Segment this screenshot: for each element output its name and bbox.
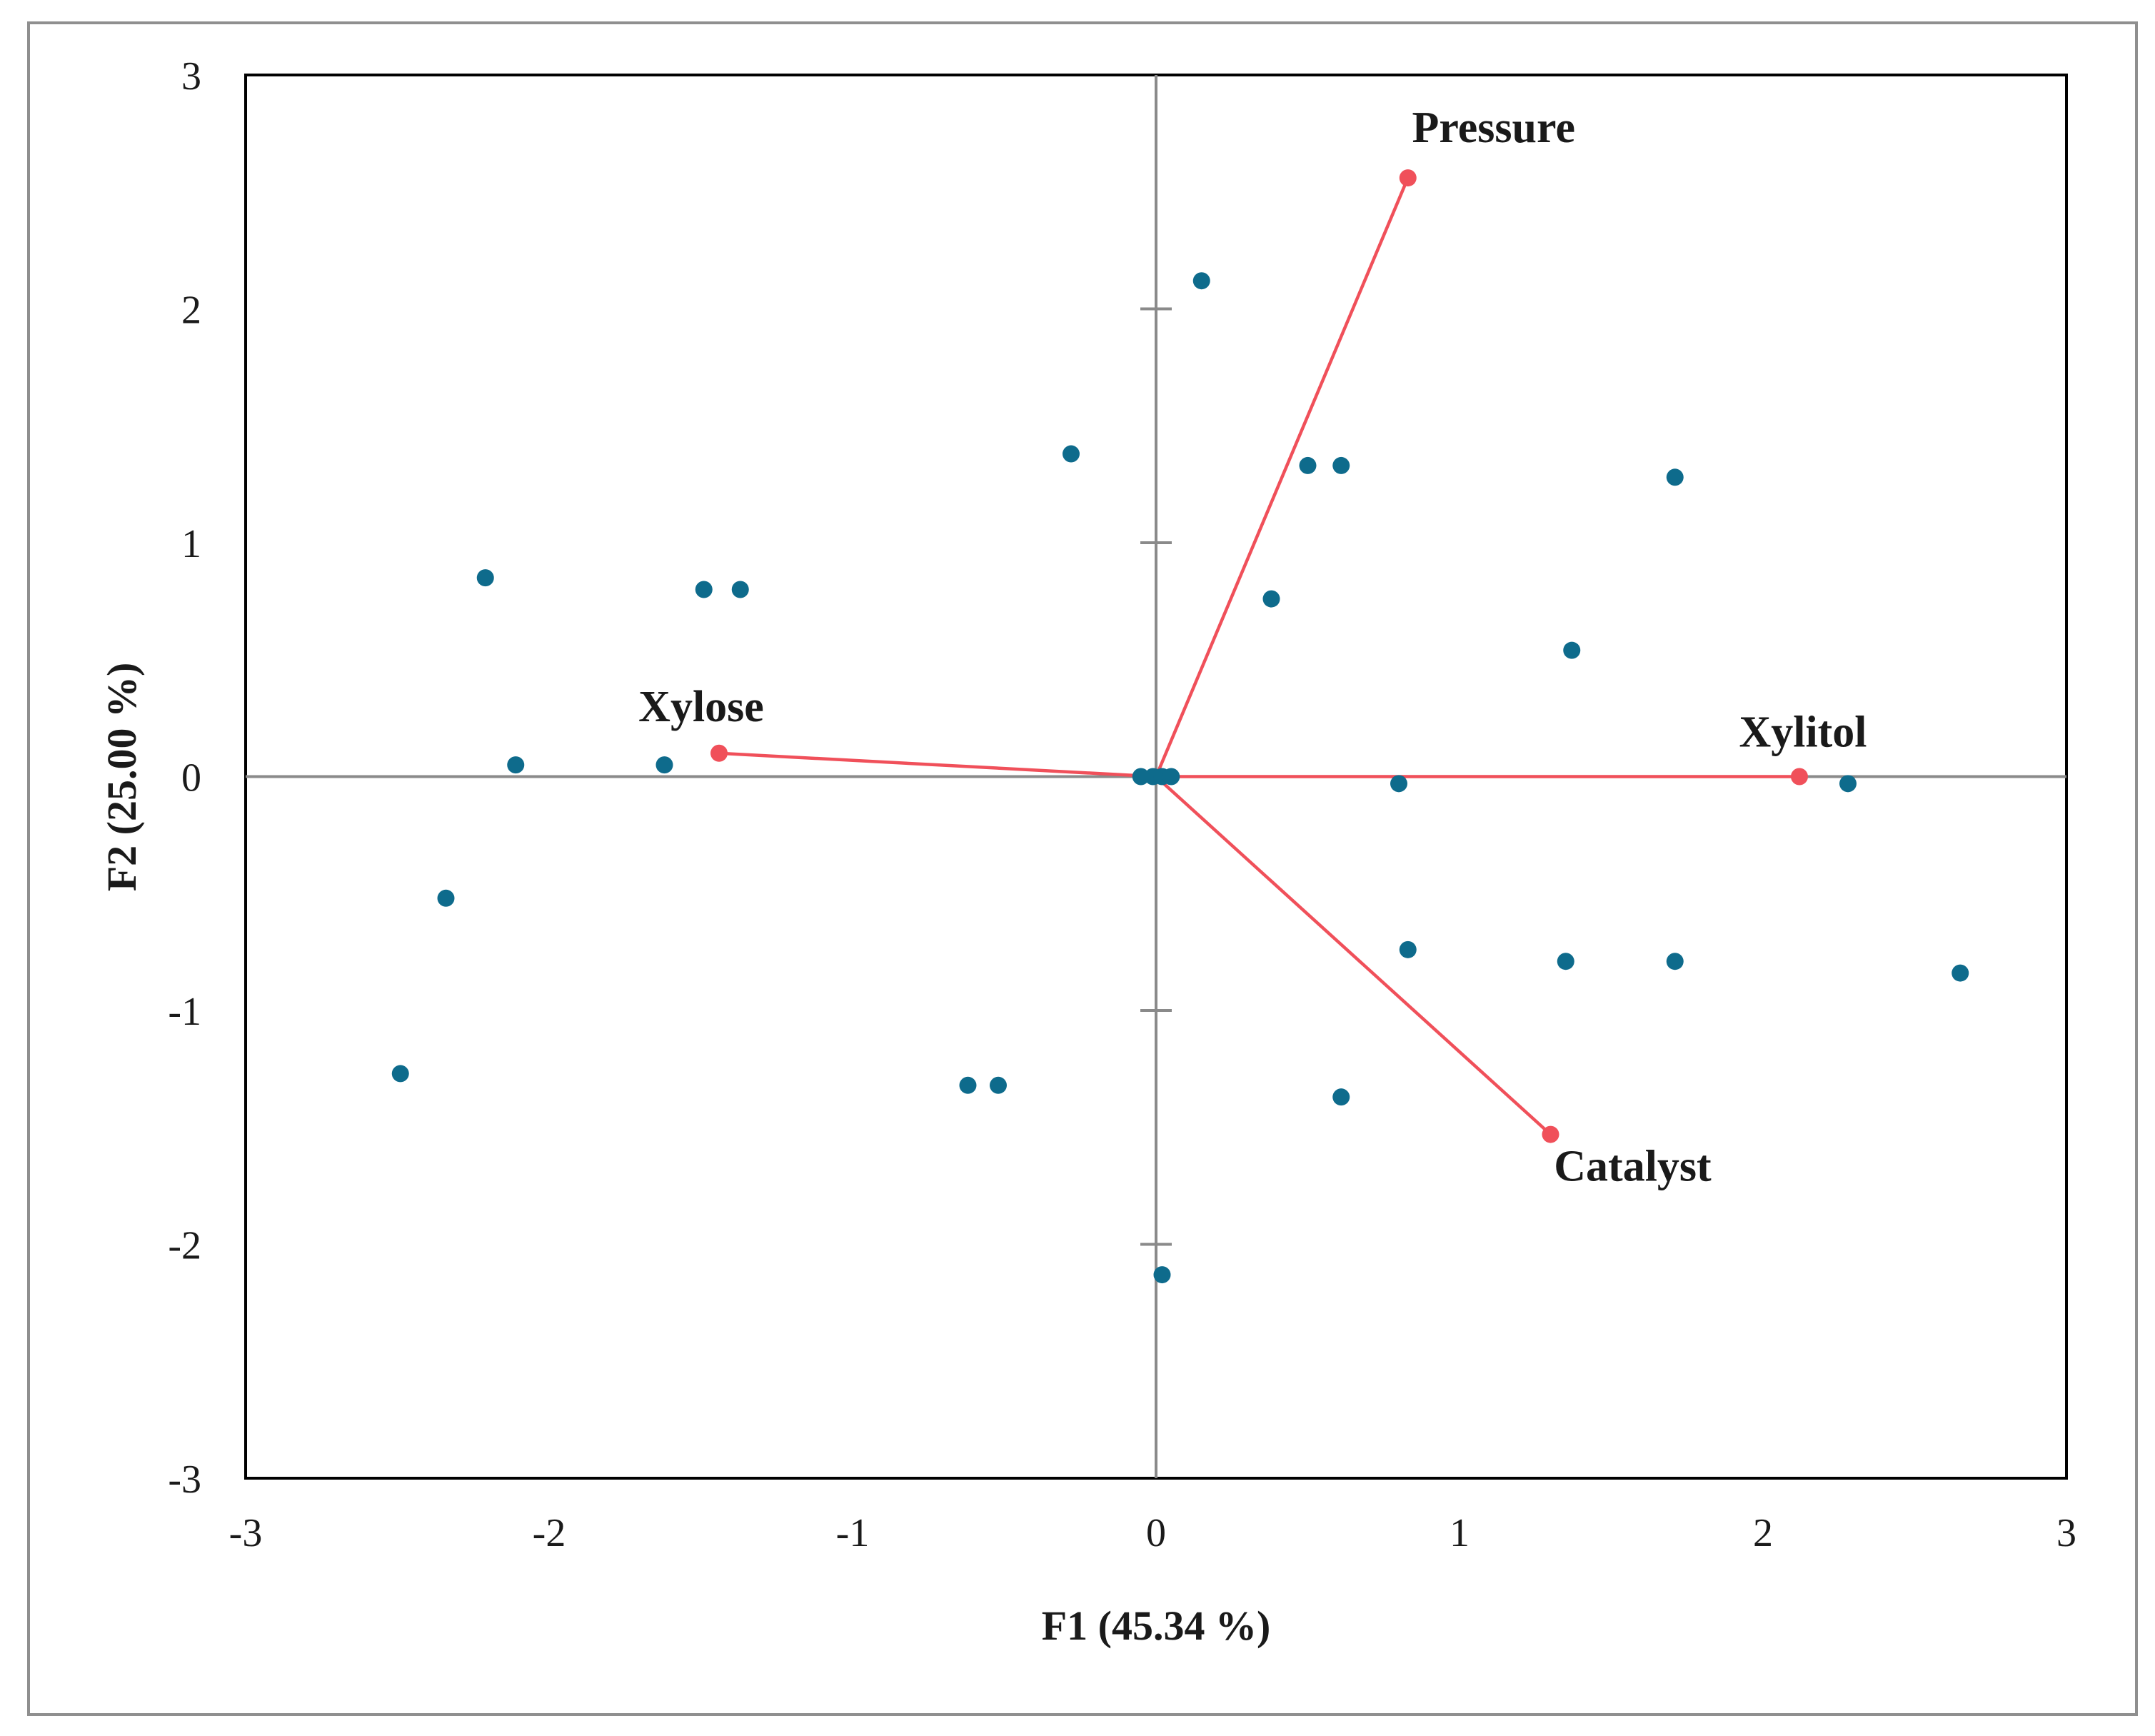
variable-label: Xylose: [638, 683, 764, 731]
variable-endpoint: [1399, 169, 1417, 187]
observation-point: [1390, 775, 1407, 793]
observation-point: [1332, 456, 1350, 474]
y-tick-label: 3: [181, 54, 201, 99]
observation-point: [391, 1065, 409, 1083]
observation-point: [437, 889, 455, 907]
variable-endpoint: [1542, 1125, 1559, 1143]
observation-point: [1132, 768, 1150, 786]
y-tick-labels: 3 2 1 0 -1 -2 -3: [168, 54, 201, 1502]
observation-point: [1332, 1088, 1350, 1106]
x-tick-label: -3: [229, 1511, 263, 1555]
observation-point: [1666, 953, 1684, 970]
variable-vector: [718, 751, 1157, 778]
observation-point: [1399, 940, 1417, 958]
observation-point: [1262, 590, 1280, 608]
x-tick-label: -1: [836, 1511, 870, 1555]
observation-point: [990, 1076, 1007, 1094]
observation-points: [391, 272, 1969, 1284]
observation-point: [1563, 641, 1581, 659]
observation-point: [1153, 1266, 1171, 1284]
observation-point: [1162, 768, 1180, 786]
y-tick-label: -2: [168, 1224, 201, 1268]
y-tick-label: 0: [181, 756, 201, 801]
variable-label: Xylitol: [1739, 708, 1867, 757]
observation-point: [476, 569, 494, 587]
observation-point: [1063, 445, 1080, 463]
y-axis-title: F2 (25.00 %): [99, 663, 145, 892]
observation-point: [507, 756, 525, 774]
observation-point: [695, 581, 713, 598]
variable-vectors: [718, 177, 1799, 1136]
observation-point: [1666, 468, 1684, 486]
variable-label: Pressure: [1412, 104, 1575, 152]
y-tick-label: 1: [181, 522, 201, 566]
x-tick-label: -2: [533, 1511, 566, 1555]
x-tick-labels: -3 -2 -1 0 1 2 3: [229, 1511, 2076, 1555]
y-tick-label: -3: [168, 1457, 201, 1502]
x-tick-label: 2: [1753, 1511, 1773, 1555]
observation-point: [1557, 953, 1574, 970]
variable-endpoints: [710, 169, 1808, 1143]
observation-point: [959, 1076, 977, 1094]
observation-point: [731, 581, 749, 598]
variable-labels: Pressure Xylose Xylitol Catalyst: [638, 104, 1867, 1190]
variable-endpoint: [710, 744, 728, 762]
observation-point: [1951, 964, 1969, 982]
observation-point: [1299, 456, 1317, 474]
observation-point: [1192, 272, 1210, 290]
variable-label: Catalyst: [1554, 1143, 1712, 1191]
x-axis-title: F1 (45.34 %): [1042, 1602, 1271, 1649]
x-tick-label: 0: [1146, 1511, 1166, 1555]
y-tick-label: 2: [181, 289, 201, 333]
x-tick-label: 1: [1450, 1511, 1470, 1555]
variable-endpoint: [1791, 768, 1808, 786]
x-tick-label: 3: [2056, 1511, 2076, 1555]
y-tick-label: -1: [168, 990, 201, 1034]
observation-point: [1839, 775, 1857, 793]
observation-point: [655, 756, 673, 774]
variable-vector: [1154, 177, 1410, 778]
variable-vector: [1155, 775, 1552, 1136]
figure-border: [27, 21, 2138, 1716]
